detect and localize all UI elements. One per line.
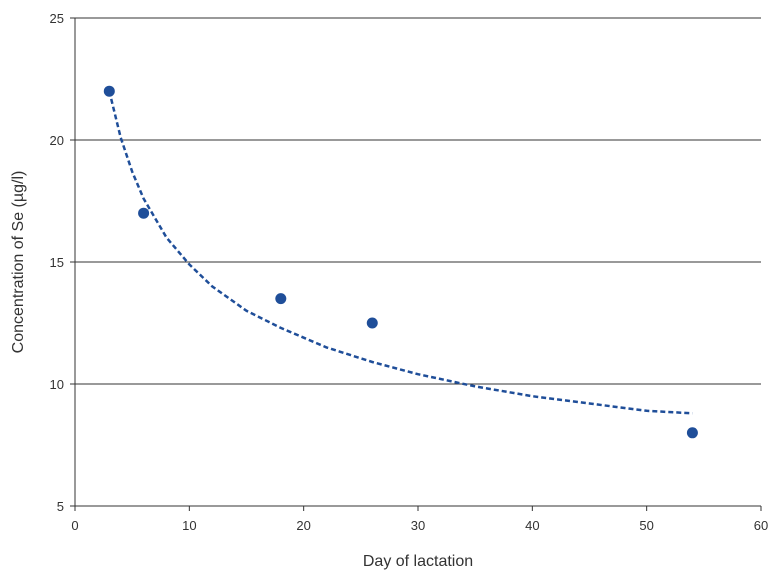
x-axis-title: Day of lactation bbox=[363, 553, 473, 570]
data-point bbox=[275, 293, 287, 305]
y-axis-title: Concentration of Se (µg/l) bbox=[10, 171, 27, 354]
x-tick-label-10: 10 bbox=[182, 518, 196, 533]
axes bbox=[70, 17, 762, 511]
x-tick-label-50: 50 bbox=[639, 518, 653, 533]
y-tick-label-15: 15 bbox=[50, 255, 64, 270]
x-tick-label-30: 30 bbox=[411, 518, 425, 533]
trendline-layer bbox=[108, 90, 693, 415]
y-tick-label-5: 5 bbox=[57, 499, 64, 514]
tick-labels: 5 10 15 20 25 0 10 20 30 40 50 60 bbox=[50, 11, 769, 533]
x-tick-label-40: 40 bbox=[525, 518, 539, 533]
data-point bbox=[366, 317, 378, 329]
trendline bbox=[108, 90, 693, 415]
y-tick-label-25: 25 bbox=[50, 11, 64, 26]
y-tick-label-20: 20 bbox=[50, 133, 64, 148]
x-tick-label-60: 60 bbox=[754, 518, 768, 533]
grid-lines bbox=[75, 17, 761, 385]
x-tick-label-0: 0 bbox=[71, 518, 78, 533]
y-tick-label-10: 10 bbox=[50, 377, 64, 392]
data-point bbox=[103, 85, 115, 97]
data-point bbox=[138, 207, 150, 219]
data-points bbox=[103, 85, 698, 439]
x-tick-label-20: 20 bbox=[296, 518, 310, 533]
data-point bbox=[686, 427, 698, 439]
